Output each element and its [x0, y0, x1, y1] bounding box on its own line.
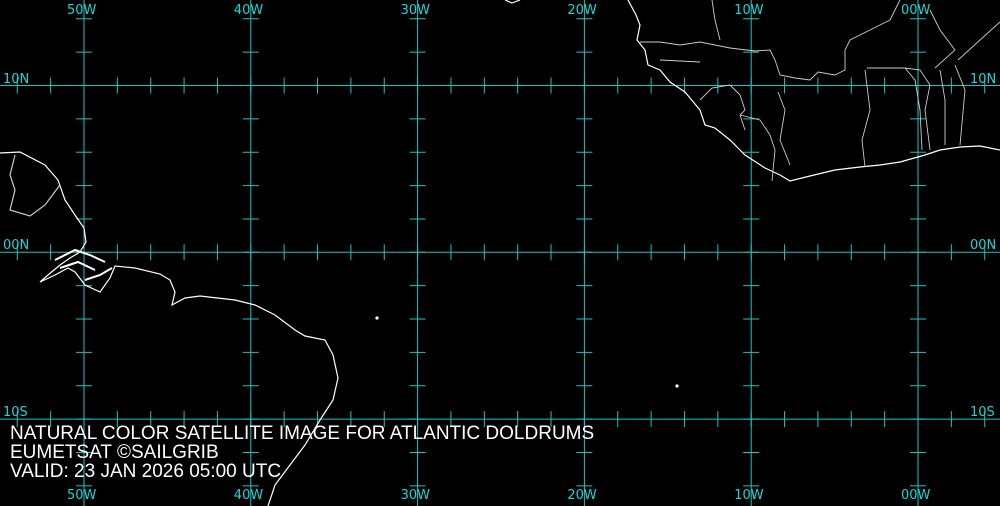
latitude-label-left: 00N	[3, 238, 30, 254]
longitude-label-top: 10W	[734, 3, 764, 18]
guiana-border	[9, 154, 61, 217]
island	[675, 384, 679, 388]
longitude-label-top: 20W	[567, 3, 597, 18]
south-america-coast	[0, 151, 339, 506]
latitude-label-right: 10S	[970, 405, 995, 421]
coast-fragment	[504, 0, 521, 4]
longitude-label-bottom: 00W	[901, 488, 931, 503]
longitude-label-top: 50W	[67, 3, 97, 18]
longitude-label-bottom: 40W	[233, 488, 264, 503]
longitude-label-bottom: 20W	[567, 488, 597, 503]
longitude-label-top: 40W	[233, 3, 264, 18]
longitude-label-top: 30W	[400, 3, 430, 18]
longitude-label-bottom: 50W	[67, 488, 97, 503]
longitude-label-bottom: 30W	[400, 488, 430, 503]
longitude-label-top: 00W	[901, 3, 931, 18]
caption-credit: EUMETSAT ©SAILGRIB	[10, 442, 219, 463]
africa-coast	[627, 0, 1000, 182]
island	[375, 316, 379, 320]
latitude-label-left: 10N	[3, 71, 30, 87]
country-borders	[640, 0, 1000, 182]
latitude-label-right: 00N	[970, 238, 997, 254]
caption-valid-time: VALID: 23 JAN 2026 05:00 UTC	[10, 461, 282, 482]
amazon-delta	[54, 248, 113, 281]
latitude-label-left: 10S	[3, 405, 28, 421]
caption-title: NATURAL COLOR SATELLITE IMAGE FOR ATLANT…	[10, 423, 595, 444]
longitude-label-bottom: 10W	[734, 488, 764, 503]
latitude-label-right: 10N	[970, 71, 997, 87]
